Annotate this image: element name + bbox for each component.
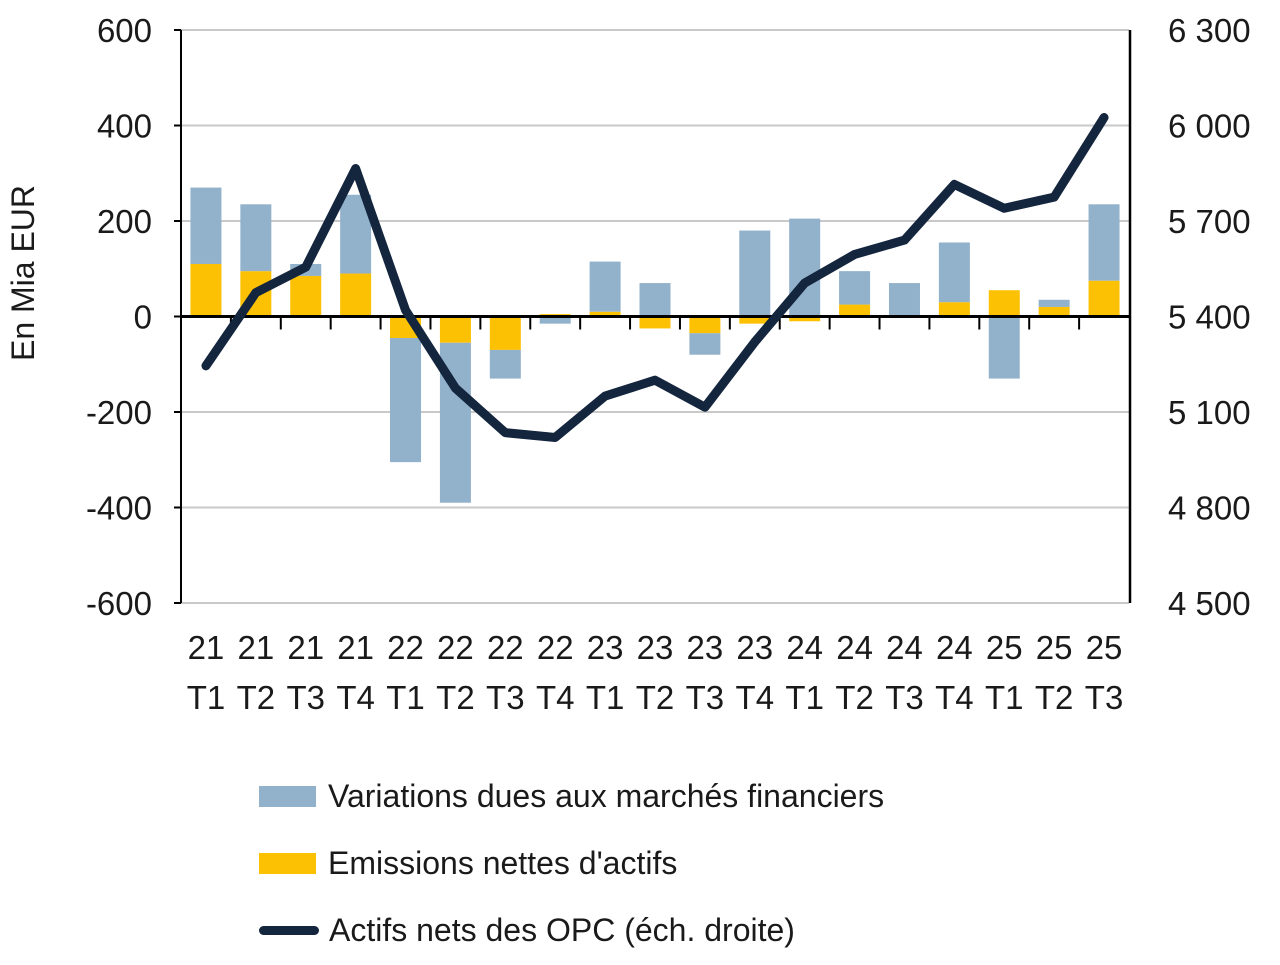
bar-segment-emissions	[938, 302, 970, 317]
legend-swatch-variations-icon	[259, 785, 316, 807]
x-axis-label-year: 25	[1036, 629, 1073, 666]
bar-segment-variations	[938, 242, 970, 303]
x-axis-label-quarter: T1	[386, 679, 425, 716]
x-axis-label-quarter: T2	[237, 679, 276, 716]
x-axis-label-quarter: T3	[885, 679, 924, 716]
bar-segment-variations	[839, 271, 871, 305]
right-axis-tick-label: 6 300	[1168, 12, 1251, 49]
x-axis-label-year: 23	[637, 629, 674, 666]
legend-item-variations: Variations dues aux marchés financiers	[259, 772, 884, 820]
x-axis-label-year: 21	[337, 629, 374, 666]
bar-segment-variations	[1088, 204, 1120, 281]
bar-segment-variations	[888, 283, 920, 317]
x-axis-label-quarter: T2	[1035, 679, 1074, 716]
x-axis-label-quarter: T2	[636, 679, 675, 716]
x-axis-label-quarter: T3	[1085, 679, 1124, 716]
bar-segment-emissions	[739, 316, 771, 324]
x-axis-label-quarter: T4	[536, 679, 575, 716]
x-axis-label-year: 25	[1086, 629, 1123, 666]
bar-segment-emissions	[839, 304, 871, 317]
bar-segment-emissions	[689, 316, 721, 334]
left-axis-tick-label: 200	[97, 203, 152, 240]
x-axis-label-quarter: T4	[935, 679, 974, 716]
x-axis-label-quarter: T1	[586, 679, 625, 716]
legend: Variations dues aux marchés financiers E…	[259, 772, 884, 965]
legend-label-emissions: Emissions nettes d'actifs	[328, 845, 678, 881]
left-axis-tick-label: -600	[86, 585, 152, 622]
bar-segment-emissions	[639, 316, 671, 329]
bar-segment-variations	[1038, 299, 1070, 307]
x-axis-label-year: 22	[537, 629, 574, 666]
left-axis-tick-label: 400	[97, 108, 152, 145]
x-axis-label-year: 25	[986, 629, 1023, 666]
x-axis-label-year: 23	[587, 629, 624, 666]
x-axis-label-quarter: T1	[985, 679, 1024, 716]
bar-segment-variations	[240, 204, 272, 272]
bar-segment-emissions	[340, 273, 372, 317]
x-axis-label-quarter: T3	[486, 679, 525, 716]
bar-segment-variations	[489, 349, 521, 379]
x-axis-label-year: 21	[287, 629, 324, 666]
x-axis-label-year: 21	[188, 629, 225, 666]
x-axis-label-quarter: T1	[187, 679, 226, 716]
x-axis-label-year: 24	[936, 629, 973, 666]
left-axis-tick-label: -200	[86, 394, 152, 431]
bar-segment-emissions	[589, 311, 621, 317]
left-axis-title: En Mia EUR	[5, 185, 41, 361]
bar-segment-emissions	[1038, 306, 1070, 317]
x-axis-label-quarter: T2	[436, 679, 475, 716]
x-axis-label-year: 24	[786, 629, 823, 666]
x-axis-label-year: 24	[886, 629, 923, 666]
legend-label-net-assets: Actifs nets des OPC (éch. droite)	[329, 912, 795, 948]
x-axis-label-year: 23	[736, 629, 773, 666]
legend-label-variations: Variations dues aux marchés financiers	[328, 778, 885, 814]
net-assets-line	[201, 113, 1109, 442]
bar-segment-variations	[539, 316, 571, 324]
x-axis-label-quarter: T4	[736, 679, 775, 716]
x-axis-label-year: 22	[487, 629, 524, 666]
bar-segment-emissions	[789, 316, 821, 322]
bar-segment-variations	[390, 337, 422, 463]
bar-segment-variations	[739, 230, 771, 317]
bar-segment-variations	[639, 283, 671, 317]
x-axis-label-quarter: T3	[686, 679, 725, 716]
x-axis-label-quarter: T4	[336, 679, 375, 716]
legend-item-emissions: Emissions nettes d'actifs	[259, 839, 884, 887]
left-axis-tick-label: -400	[86, 490, 152, 527]
right-axis-tick-label: 5 400	[1168, 299, 1251, 336]
legend-item-net-assets: Actifs nets des OPC (éch. droite)	[259, 906, 884, 954]
x-axis-label-year: 24	[836, 629, 873, 666]
right-axis-tick-label: 4 500	[1168, 585, 1251, 622]
x-axis-label-year: 22	[387, 629, 424, 666]
x-axis-label-quarter: T2	[835, 679, 874, 716]
bar-segment-variations	[689, 333, 721, 355]
bar-segment-emissions	[489, 316, 521, 350]
legend-swatch-emissions-icon	[259, 852, 316, 874]
x-axis-label-year: 22	[437, 629, 474, 666]
bar-segment-variations	[988, 316, 1020, 379]
bar-segment-emissions	[1088, 280, 1120, 317]
bar-segment-emissions	[988, 290, 1020, 317]
bar-segment-variations	[190, 187, 222, 264]
left-axis-tick-label: 600	[97, 12, 152, 49]
bar-segment-variations	[589, 261, 621, 312]
right-axis-tick-label: 6 000	[1168, 108, 1251, 145]
right-axis-tick-label: 5 700	[1168, 203, 1251, 240]
bar-segment-emissions	[439, 316, 471, 343]
right-axis-tick-label: 4 800	[1168, 490, 1251, 527]
x-axis-label-quarter: T3	[286, 679, 325, 716]
x-axis-label-year: 23	[687, 629, 724, 666]
left-axis-tick-label: 0	[134, 299, 152, 336]
x-axis-label-year: 21	[237, 629, 274, 666]
bar-segment-emissions	[190, 263, 222, 317]
right-axis-tick-label: 5 100	[1168, 394, 1251, 431]
bar-segment-emissions	[290, 275, 322, 317]
legend-swatch-line-icon	[259, 925, 319, 935]
x-axis-label-quarter: T1	[785, 679, 824, 716]
